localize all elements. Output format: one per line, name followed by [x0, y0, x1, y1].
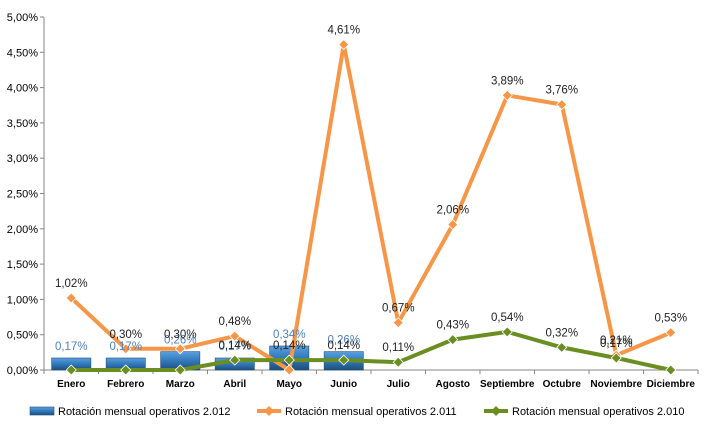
series-marker-2 [338, 354, 350, 366]
series-marker-1 [501, 89, 513, 101]
x-tick-label: Junio [330, 379, 357, 390]
legend-label: Rotación mensual operativos 2.011 [285, 406, 457, 418]
line-data-label: 3,89% [491, 75, 524, 87]
line-data-label: 0,14% [218, 340, 251, 352]
y-tick-label: 4,50% [7, 47, 38, 59]
legend: Rotación mensual operativos 2.012 Rotació… [29, 406, 684, 418]
x-tick-label: Mayo [276, 379, 302, 390]
y-tick-label: 0,00% [7, 365, 38, 377]
line-data-label: 0,48% [218, 316, 251, 328]
series-marker-2 [556, 341, 568, 353]
series-marker-2 [665, 364, 677, 376]
series-marker-1 [556, 98, 568, 111]
line-data-label: 2,06% [436, 205, 469, 217]
series-marker-1 [229, 330, 241, 342]
legend-marker [491, 406, 501, 416]
series-marker-1 [283, 364, 295, 376]
line-data-label: 3,76% [545, 85, 578, 97]
y-tick-label: 4,00% [7, 83, 38, 95]
y-tick-label: 2,50% [7, 189, 38, 201]
bar-data-label: 0,17% [218, 341, 251, 353]
line-data-label: 0,54% [491, 312, 524, 324]
axes: 0,00% 0,50% 1,00% 1,50% 2,00% 2,50% 3,00% 3,50%… [7, 12, 699, 390]
x-tick-label: Marzo [166, 379, 195, 390]
y-tick-label: 1,00% [7, 294, 38, 306]
line-data-label: 4,61% [327, 25, 360, 37]
line-data-label: 0,67% [382, 303, 415, 315]
x-tick-label: Noviembre [590, 379, 642, 390]
bar-data-label: 0,34% [273, 329, 306, 341]
line-series [65, 38, 677, 376]
series-marker-2 [610, 352, 622, 364]
series-line-2 [69, 329, 673, 372]
bar-data-label: 0,26% [327, 335, 360, 347]
series-marker-2 [174, 364, 186, 376]
y-tick-label: 3,50% [7, 118, 38, 130]
x-tick-label: Abril [223, 379, 246, 390]
x-tick-label: Septiembre [480, 379, 535, 390]
bar-data-label: 0,17% [109, 341, 142, 353]
line-data-label: 0,53% [654, 313, 687, 325]
x-tick-label: Enero [57, 379, 85, 390]
y-tick-label: 2,00% [7, 224, 38, 236]
series-line-1 [69, 42, 673, 372]
line-data-label: 0,14% [273, 340, 306, 352]
series-marker-1 [392, 317, 404, 329]
x-tick-label: Octubre [543, 379, 582, 390]
legend-label: Rotación mensual operativos 2.010 [512, 406, 684, 418]
line-data-label: 1,02% [55, 278, 88, 290]
series-marker-2 [120, 364, 132, 376]
legend-swatch [29, 406, 55, 416]
series-marker-2 [447, 334, 459, 346]
x-tick-label: Julio [387, 379, 410, 390]
bar-data-label: 0,26% [164, 335, 197, 347]
series-marker-1 [120, 343, 132, 355]
x-tick-label: Agosto [436, 379, 470, 390]
line-data-label: 0,43% [436, 320, 469, 332]
y-tick-label: 3,00% [7, 153, 38, 165]
x-tick-label: Diciembre [647, 379, 696, 390]
series-marker-2 [501, 326, 513, 338]
series-marker-1 [665, 327, 677, 339]
series-marker-2 [283, 354, 295, 366]
series-marker-2 [392, 356, 404, 368]
y-tick-label: 5,00% [7, 12, 38, 24]
series-marker-1 [65, 292, 77, 304]
line-data-label: 0,17% [600, 338, 633, 350]
bar-data-label: 0,17% [55, 341, 88, 353]
line-data-label: 0,21% [600, 335, 633, 347]
series-marker-1 [447, 218, 459, 231]
series-marker-1 [338, 38, 350, 51]
legend-label: Rotación mensual operativos 2.012 [58, 406, 230, 418]
line-data-label: 0,30% [109, 329, 142, 341]
data-labels: 0,17% 0,17% 0,26% 0,17% 0,34% 0,26% 1,02% 0,30%… [55, 25, 687, 355]
series-marker-2 [229, 354, 241, 366]
y-tick-label: 1,50% [7, 259, 38, 271]
line-data-label: 0,32% [545, 327, 578, 339]
series-marker-1 [174, 343, 186, 355]
line-data-label: 0,30% [164, 329, 197, 341]
y-tick-label: 0,50% [7, 330, 38, 342]
line-data-label: 0,11% [382, 342, 414, 354]
line-data-label: 0,14% [327, 340, 360, 352]
legend-marker [264, 406, 274, 416]
x-tick-label: Febrero [107, 379, 144, 390]
series-marker-2 [65, 364, 77, 376]
